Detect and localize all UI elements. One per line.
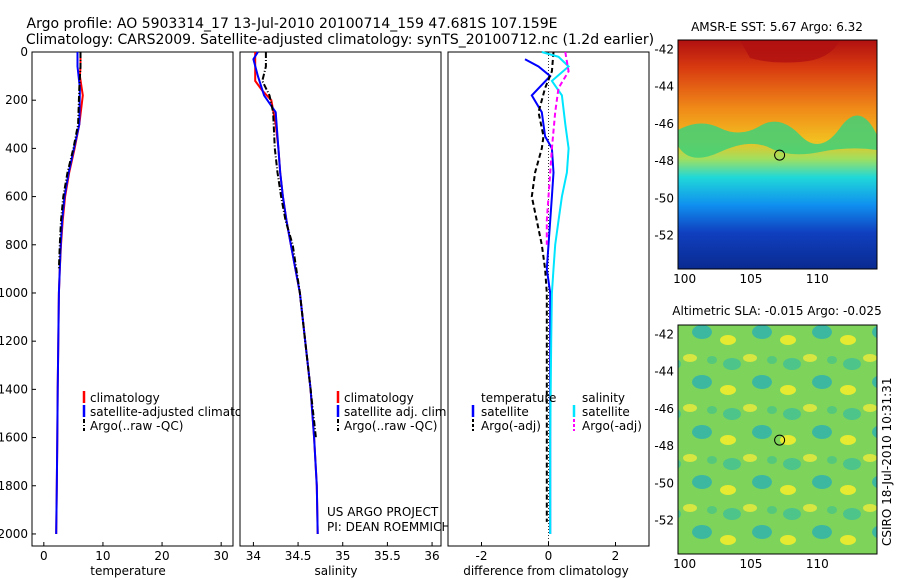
legend-label-satellite-adjusted: satellite-adjusted climatolog <box>90 405 260 419</box>
temperature-panel: 0 10 20 30 0 200 400 600 800 1000 1200 1400 1600 1800… <box>0 45 260 578</box>
map-x-tick-label: 100 <box>673 557 696 571</box>
y-tick-label: 400 <box>5 141 28 155</box>
sst-map-ticks: 100 105 110 -42 -44 -46 -48 -50 -52 <box>654 42 828 286</box>
difference-panel: -2 0 2 difference from climatology tempera… <box>447 51 650 578</box>
x-tick-label: 2 <box>612 549 620 563</box>
map-y-tick-label: -48 <box>654 154 674 168</box>
salinity-axes <box>239 51 442 547</box>
credit-footer: CSIRO 18-Jul-2010 10:31:31 <box>880 378 894 546</box>
map-x-tick-label: 110 <box>806 557 829 571</box>
sla-map-title: Altimetric SLA: -0.015 Argo: -0.025 <box>672 304 881 318</box>
salinity-xlabel: salinity <box>314 564 357 578</box>
map-y-tick-label: -52 <box>654 228 674 242</box>
map-x-tick-label: 105 <box>740 272 763 286</box>
x-tick-label: 0 <box>40 549 48 563</box>
series-line-satellite <box>541 51 571 534</box>
legend-label-argo: Argo(..raw -QC) <box>344 419 437 433</box>
temperature-axes <box>31 51 234 547</box>
series-line-argo-adj- <box>530 51 555 522</box>
salinity-lines <box>252 51 319 535</box>
legend-label-satellite: satellite adj. clim. <box>344 405 450 419</box>
legend-label-temp-satellite: satellite <box>481 405 529 419</box>
x-tick-label: 35 <box>335 549 350 563</box>
x-tick-label: 34 <box>246 549 261 563</box>
x-tick-label: 20 <box>154 549 169 563</box>
y-tick-label: 800 <box>5 238 28 252</box>
map-y-tick-label: -46 <box>654 402 674 416</box>
map-x-tick-label: 105 <box>740 557 763 571</box>
legend-label-temp-argo: Argo(-adj) <box>481 419 541 433</box>
legend-label-sal-argo: Argo(-adj) <box>582 419 642 433</box>
y-tick-label: 1400 <box>0 382 28 396</box>
map-y-tick-label: -42 <box>654 327 674 341</box>
y-tick-label: 0 <box>20 45 28 59</box>
title-line1: Argo profile: AO 5903314_17 13-Jul-2010 … <box>27 16 558 32</box>
sla-map-field <box>678 325 877 554</box>
temperature-legend: climatology satellite-adjusted climatolo… <box>82 391 260 433</box>
x-tick-label: -2 <box>476 549 488 563</box>
map-y-tick-label: -50 <box>654 191 674 205</box>
legend-header-temperature: temperature <box>481 391 556 405</box>
legend-label-climatology: climatology <box>344 391 414 405</box>
series-line-argo-raw-qc- <box>261 52 317 438</box>
map-y-tick-label: -48 <box>654 439 674 453</box>
legend-label-sal-satellite: satellite <box>582 405 630 419</box>
series-line-argo-adj- <box>545 51 570 245</box>
legend-label-argo: Argo(..raw -QC) <box>90 419 183 433</box>
temperature-xlabel: temperature <box>90 564 165 578</box>
salinity-ticks: 34 34.5 35 35.5 36 <box>246 542 440 563</box>
sla-map-ticks: 100 105 110 -42 -44 -46 -48 -50 -52 <box>654 327 828 571</box>
series-line-satellite-adj-clim- <box>252 51 319 535</box>
map-y-tick-label: -44 <box>654 365 674 379</box>
map-y-tick-label: -42 <box>654 42 674 56</box>
project-annotation: US ARGO PROJECT <box>327 505 439 519</box>
difference-lines <box>524 51 571 534</box>
temperature-ticks: 0 10 20 30 0 200 400 600 800 1000 1200 1400 1600 1800… <box>0 45 229 563</box>
y-tick-label: 600 <box>5 190 28 204</box>
difference-legend: temperature satellite Argo(-adj) salinit… <box>471 391 642 433</box>
title-line2: Climatology: CARS2009. Satellite-adjuste… <box>26 32 654 48</box>
map-x-tick-label: 110 <box>806 272 829 286</box>
salinity-panel: 34 34.5 35 35.5 36 salinity climatology sate… <box>239 51 450 578</box>
y-tick-label: 1600 <box>0 431 28 445</box>
x-tick-label: 34.5 <box>285 549 312 563</box>
x-tick-label: 35.5 <box>374 549 401 563</box>
sst-map-title: AMSR-E SST: 5.67 Argo: 6.32 <box>691 20 863 34</box>
legend-header-salinity: salinity <box>582 391 625 405</box>
difference-ticks: -2 0 2 <box>476 542 620 563</box>
x-tick-label: 30 <box>214 549 229 563</box>
sst-warm-core <box>740 40 840 63</box>
map-x-tick-label: 100 <box>673 272 696 286</box>
legend-label-climatology: climatology <box>90 391 160 405</box>
sst-front-band <box>678 115 877 158</box>
difference-xlabel: difference from climatology <box>463 564 629 578</box>
sla-map-panel: Altimetric SLA: -0.015 Argo: -0.025 100 1… <box>654 304 881 571</box>
sst-map-frame <box>677 39 878 270</box>
sla-argo-marker <box>774 434 786 446</box>
sla-map-frame <box>677 324 878 555</box>
map-y-tick-label: -50 <box>654 476 674 490</box>
x-tick-label: 0 <box>545 549 553 563</box>
series-line-argo-raw-qc- <box>57 52 82 269</box>
map-y-tick-label: -46 <box>654 117 674 131</box>
sst-argo-marker <box>774 149 786 161</box>
y-tick-label: 200 <box>5 93 28 107</box>
x-tick-label: 36 <box>424 549 439 563</box>
pi-annotation: PI: DEAN ROEMMICH <box>327 520 450 534</box>
sst-map-panel: AMSR-E SST: 5.67 Argo: 6.32 100 105 110 -42… <box>654 20 878 286</box>
x-tick-label: 10 <box>95 549 110 563</box>
y-tick-label: 1200 <box>0 334 28 348</box>
temperature-lines <box>55 52 84 535</box>
map-y-tick-label: -44 <box>654 80 674 94</box>
salinity-legend: climatology satellite adj. clim. Argo(..… <box>336 391 450 433</box>
y-tick-label: 1000 <box>0 286 28 300</box>
y-tick-label: 1800 <box>0 479 28 493</box>
map-y-tick-label: -52 <box>654 513 674 527</box>
y-tick-label: 2000 <box>0 527 28 541</box>
